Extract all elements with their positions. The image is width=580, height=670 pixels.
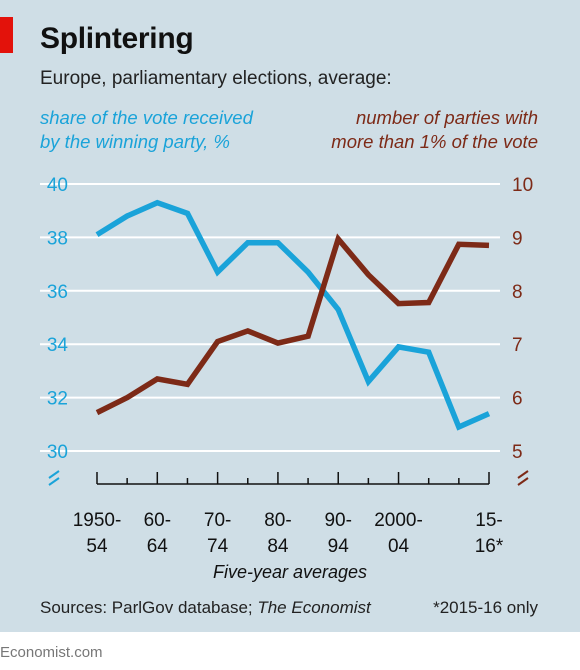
x-tick-label: 54 xyxy=(86,536,108,557)
chart-panel xyxy=(0,0,580,632)
right-tick-label: 10 xyxy=(512,175,533,196)
x-axis: 1950- 54 60- 64 70- 74 80- 84 90- 94 2000- 04 15- 16* xyxy=(73,472,504,557)
right-tick-label: 9 xyxy=(512,228,523,249)
source-note: Sources: ParlGov database; The Economist xyxy=(40,598,371,618)
left-legend-line-1: share of the vote received xyxy=(40,107,253,128)
series-lines xyxy=(95,199,491,431)
right-axis-legend: number of parties with more than 1% of t… xyxy=(331,106,538,154)
left-tick-label: 32 xyxy=(47,389,68,410)
right-axis-break-icon xyxy=(517,470,529,486)
source-publication: The Economist xyxy=(257,598,371,617)
brand-footer: Economist.com xyxy=(0,644,103,661)
right-tick-label: 5 xyxy=(512,442,523,463)
left-tick-label: 36 xyxy=(47,282,68,303)
x-tick-label: 94 xyxy=(328,536,350,557)
num-parties-line xyxy=(95,233,490,416)
right-legend-line-2: more than 1% of the vote xyxy=(331,131,538,152)
left-tick-label: 30 xyxy=(47,442,68,463)
vote-share-line xyxy=(95,199,491,431)
x-tick-label: 1950- xyxy=(73,510,122,531)
left-axis-break-icon xyxy=(48,470,60,486)
x-tick-label: 2000- xyxy=(374,510,423,531)
x-tick-label: 64 xyxy=(147,536,169,557)
x-axis-label: Five-year averages xyxy=(212,562,368,582)
left-tick-label: 38 xyxy=(47,228,68,249)
x-tick-label: 15- xyxy=(475,510,502,531)
line-chart: 30 32 34 36 38 40 5 6 7 8 9 10 1950- 54 60- 64 70- 74 80… xyxy=(40,175,533,557)
right-axis-ticks: 5 6 7 8 9 10 xyxy=(512,175,533,486)
x-tick-label: 90- xyxy=(324,510,351,531)
x-tick-label: 04 xyxy=(388,536,410,557)
footnote: *2015-16 only xyxy=(433,598,538,617)
left-axis-ticks: 30 32 34 36 38 40 xyxy=(47,175,69,486)
x-tick-label: 16* xyxy=(475,536,504,557)
left-tick-label: 40 xyxy=(47,175,68,196)
x-tick-label: 74 xyxy=(207,536,229,557)
left-legend-line-2: by the winning party, % xyxy=(40,131,230,152)
x-tick-label: 60- xyxy=(144,510,171,531)
x-tick-label: 70- xyxy=(204,510,231,531)
gridlines xyxy=(40,183,500,452)
left-axis-legend: share of the vote received by the winnin… xyxy=(40,106,253,154)
right-tick-label: 8 xyxy=(512,282,523,303)
chart-title: Splintering xyxy=(40,22,194,55)
brand-red-tag xyxy=(0,17,13,53)
right-tick-label: 6 xyxy=(512,389,523,410)
x-tick-label: 80- xyxy=(264,510,291,531)
right-legend-line-1: number of parties with xyxy=(355,107,538,128)
right-tick-label: 7 xyxy=(512,335,523,356)
left-tick-label: 34 xyxy=(47,335,69,356)
x-tick-label: 84 xyxy=(267,536,289,557)
source-prefix: Sources: ParlGov database; xyxy=(40,598,258,617)
chart-subtitle: Europe, parliamentary elections, average… xyxy=(40,68,392,89)
